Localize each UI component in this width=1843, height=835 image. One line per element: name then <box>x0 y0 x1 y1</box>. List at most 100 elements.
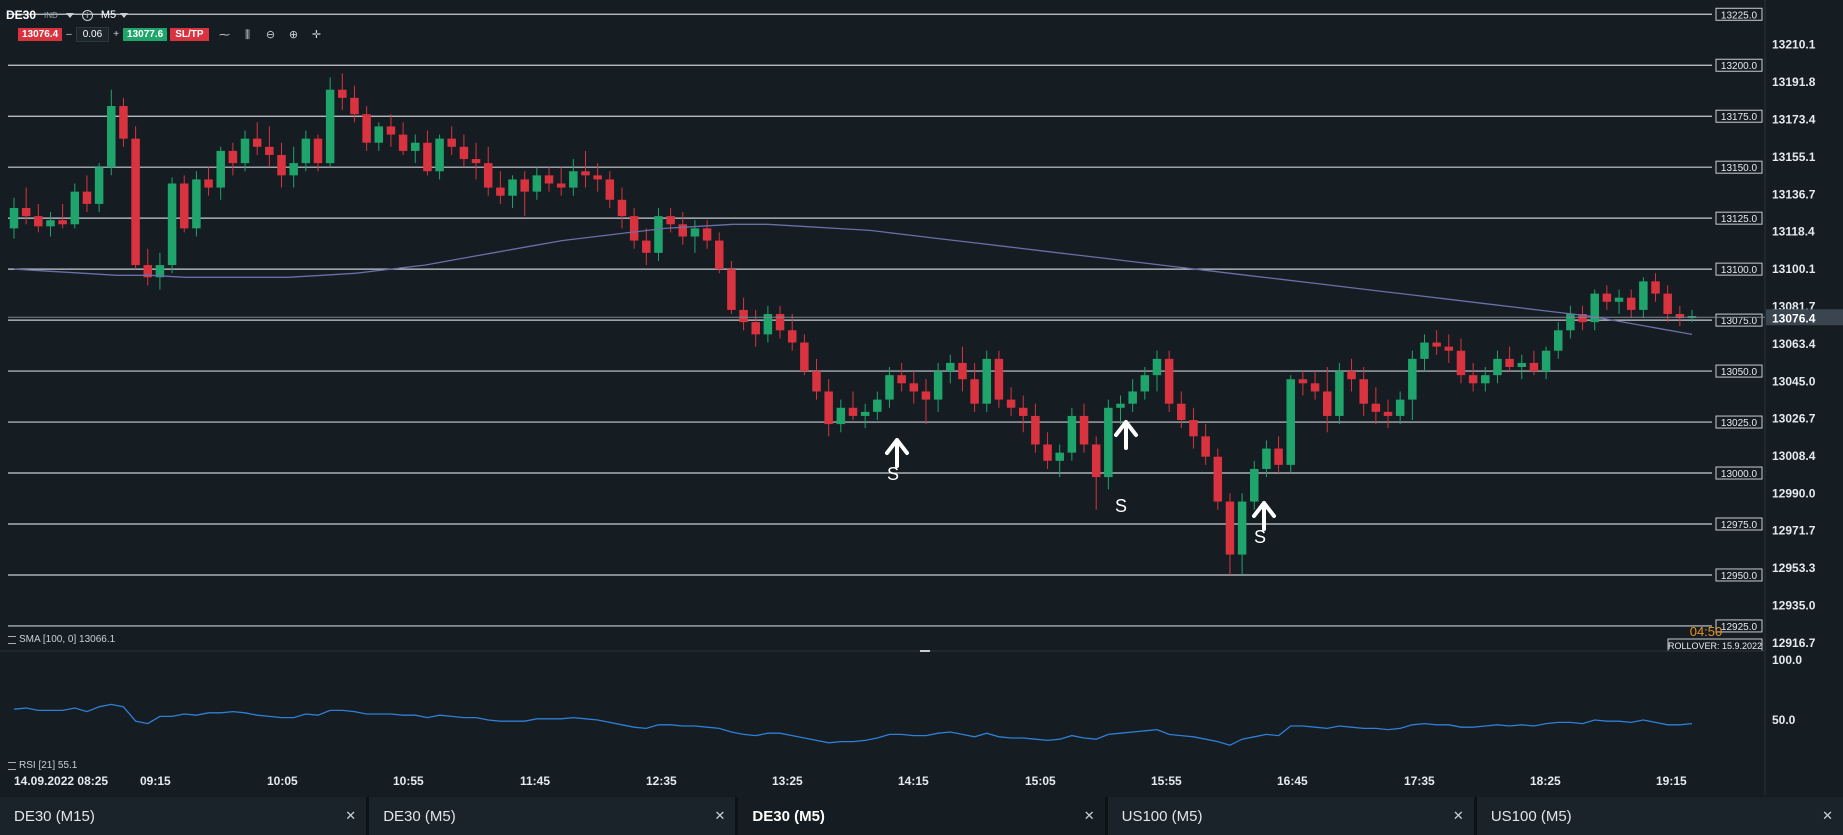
candle-body <box>873 399 882 412</box>
candle-body <box>1590 293 1599 323</box>
candle-body <box>544 175 554 184</box>
level-label-box <box>1715 160 1763 174</box>
candle-body <box>763 313 773 335</box>
signal-arrow-up-icon <box>1114 420 1138 450</box>
candle-body <box>787 330 797 343</box>
candle-body <box>520 179 529 192</box>
buy-price-button[interactable]: 13077.6 <box>123 28 168 41</box>
close-icon[interactable]: ✕ <box>1452 808 1464 823</box>
candle-body <box>1201 436 1210 457</box>
zoom-in-icon[interactable]: ⊕ <box>288 28 299 41</box>
time-axis-label: 14:15 <box>898 774 929 788</box>
chart-canvas[interactable]: 13225.0 13200.0 13175.0 13150.0 13125.0 13100… <box>0 0 1843 795</box>
candle-body <box>398 134 408 151</box>
level-label-box <box>1715 517 1763 531</box>
candle-body <box>1213 456 1223 502</box>
candle-body <box>569 171 578 188</box>
candle-body <box>496 187 505 196</box>
indicators-icon[interactable]: ⫼ <box>245 28 251 41</box>
candle-body <box>350 97 359 115</box>
candle-body <box>204 179 213 188</box>
candle-body <box>812 371 821 392</box>
close-icon[interactable]: ✕ <box>1083 808 1095 823</box>
indicator-menu-icon[interactable] <box>8 635 16 644</box>
price-axis-label: 13026.7 <box>1772 412 1816 426</box>
candle-body <box>739 309 748 323</box>
candle-body <box>654 216 663 253</box>
level-label-box <box>1715 568 1763 582</box>
candle-body <box>411 142 420 151</box>
price-axis-label: 13100.1 <box>1772 262 1816 276</box>
candle-body <box>1420 342 1429 359</box>
close-icon[interactable]: ✕ <box>1822 808 1834 823</box>
chart-type-icon[interactable]: ⁓ <box>219 28 231 41</box>
price-axis-label: 13008.4 <box>1772 449 1816 463</box>
tab-de30-m5[interactable]: DE30 (M5) ✕ <box>369 797 736 835</box>
candle-body <box>1225 501 1235 555</box>
symbol-dropdown-icon[interactable] <box>65 12 74 18</box>
candle-body <box>483 163 493 188</box>
candle-body <box>1262 448 1271 469</box>
time-axis-label: 13:25 <box>772 774 803 788</box>
plus-button[interactable]: + <box>113 29 120 40</box>
candle-body <box>605 179 615 200</box>
close-icon[interactable]: ✕ <box>345 808 357 823</box>
time-axis-label: 10:05 <box>267 774 298 788</box>
candle-body <box>958 362 967 380</box>
price-axis-label: 13136.7 <box>1772 187 1816 201</box>
current-price-label: 13076.4 <box>1772 311 1816 325</box>
price-axis-label: 13063.4 <box>1772 337 1816 351</box>
candle-body <box>1006 399 1016 408</box>
candle-body <box>252 138 262 147</box>
level-label: 12925.0 <box>1721 622 1758 633</box>
sma-indicator-label[interactable]: SMA [100, 0] 13066.1 <box>8 634 115 645</box>
candle-body <box>1104 407 1113 478</box>
candle-body <box>1359 379 1368 404</box>
candle-body <box>1335 371 1344 416</box>
candle-body <box>1152 358 1162 376</box>
candle-body <box>228 150 238 164</box>
candle-body <box>216 150 225 188</box>
candle-body <box>921 391 931 400</box>
quantity-input[interactable]: 0.06 <box>75 27 110 42</box>
candle-body <box>1383 411 1393 416</box>
candle-body <box>1250 468 1259 502</box>
candle-body <box>265 146 274 155</box>
sltp-button[interactable]: SL/TP <box>170 28 209 41</box>
timeframe-selector[interactable]: M5 <box>101 9 129 21</box>
signal-arrow-up-icon <box>885 438 909 468</box>
candle-body <box>301 138 311 164</box>
tab-de30-m15[interactable]: DE30 (M15) ✕ <box>0 797 367 835</box>
info-icon[interactable]: i <box>81 9 93 21</box>
candle-body <box>82 191 92 204</box>
candle-body <box>1553 330 1563 351</box>
candle-body <box>666 216 675 225</box>
zoom-out-icon[interactable]: ⊖ <box>265 28 276 41</box>
rsi-indicator-label[interactable]: RSI [21] 55.1 <box>8 760 77 771</box>
tab-us100-m5[interactable]: US100 (M5) ✕ <box>1107 797 1474 835</box>
level-label: 13000.0 <box>1721 469 1758 480</box>
tab-us100-m5-2[interactable]: US100 (M5) ✕ <box>1476 797 1843 835</box>
sma-line <box>13 223 1693 336</box>
candle-body <box>325 89 335 164</box>
tab-label: US100 (M5) <box>1490 807 1572 825</box>
candle-body <box>1614 297 1624 302</box>
minus-button[interactable]: – <box>66 29 72 40</box>
candle-body <box>897 375 906 384</box>
close-icon[interactable]: ✕ <box>714 808 726 823</box>
price-chart[interactable]: 13225.0 13200.0 13175.0 13150.0 13125.0 13100… <box>0 0 1843 795</box>
sell-price-button[interactable]: 13076.4 <box>18 28 63 41</box>
candle-body <box>240 138 250 164</box>
tab-de30-m5-active[interactable]: DE30 (M5) ✕ <box>738 797 1105 835</box>
level-label: 13150.0 <box>1721 163 1758 174</box>
candle-body <box>556 183 566 188</box>
level-label: 13075.0 <box>1721 316 1758 327</box>
indicator-menu-icon[interactable] <box>8 761 16 770</box>
level-label: 13175.0 <box>1721 112 1758 123</box>
symbol-name[interactable]: DE30 <box>6 8 37 22</box>
candle-body <box>1444 346 1454 351</box>
candle-body <box>1310 383 1320 392</box>
candle-body <box>107 106 116 168</box>
crosshair-icon[interactable]: ✛ <box>311 28 322 41</box>
level-label-box <box>1715 109 1763 123</box>
